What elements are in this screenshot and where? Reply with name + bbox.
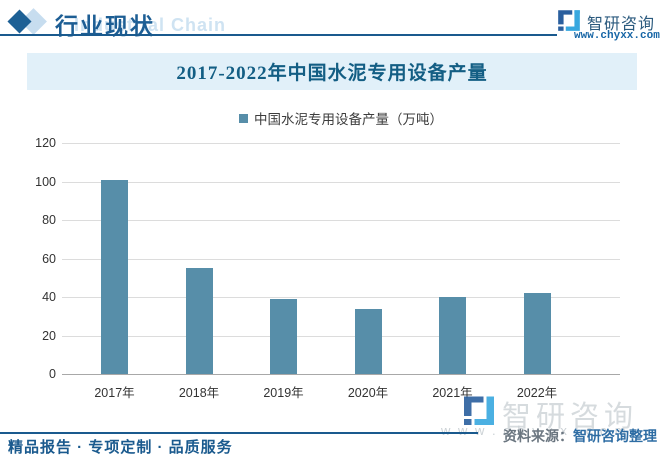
source-line: 资料来源：智研咨询整理 [503,426,657,446]
bar-2022年 [523,293,551,374]
bar-2017年 [101,179,128,374]
header-divider [0,34,557,36]
x-axis-tick-label: 2017年 [94,386,135,400]
y-axis-tick-label: 120 [35,136,56,150]
x-axis-tick-label: 2019年 [263,386,304,400]
company-name: 智研咨询 [587,16,656,33]
gridline [62,297,620,298]
source-label: 资料来源： [503,428,573,444]
website-url: www.chyxx.com [574,30,660,42]
gridline [62,181,620,183]
zhiyan-logo-icon [556,7,582,33]
y-axis-tick-label: 100 [35,174,56,189]
gridline [62,335,620,337]
watermark-company-name: 智研咨询 [502,401,639,433]
y-axis-tick-label: 60 [42,251,56,266]
x-axis-tick-label: 2018年 [178,386,220,400]
bar-2018年 [185,268,213,374]
footer-services: 精品报告 · 专项定制 · 品质服务 [8,439,233,456]
chart-title-band: 2017-2022年中国水泥专用设备产量 [27,53,637,90]
chart-title: 2017-2022年中国水泥专用设备产量 [176,63,488,84]
y-axis-tick-label: 20 [42,328,56,343]
gridline [62,220,620,221]
gridline [62,374,620,375]
x-axis-tick-label: 2022年 [516,386,558,400]
x-axis-tick-label: 2021年 [432,386,473,400]
y-axis-tick-label: 0 [49,367,56,381]
source-divider [0,432,478,434]
watermark-logo-icon [461,392,497,428]
source-value: 智研咨询整理 [573,428,657,444]
bar-2021年 [439,297,466,374]
legend-label: 中国水泥专用设备产量（万吨） [254,112,443,127]
x-axis-tick-label: 2020年 [347,386,389,400]
watermark-url: w w w . c h y x x . c o m [441,423,628,438]
bar-2019年 [270,298,297,374]
y-axis-tick-label: 80 [42,213,56,227]
header-background-watermark: Industrial Chain [74,15,227,35]
gridline [62,258,620,260]
gridline [62,143,620,144]
y-axis-tick-label: 40 [42,290,56,304]
bar-2020年 [354,308,382,374]
chart-legend: 中国水泥专用设备产量（万吨） [62,108,620,128]
legend-marker-icon [239,113,248,123]
